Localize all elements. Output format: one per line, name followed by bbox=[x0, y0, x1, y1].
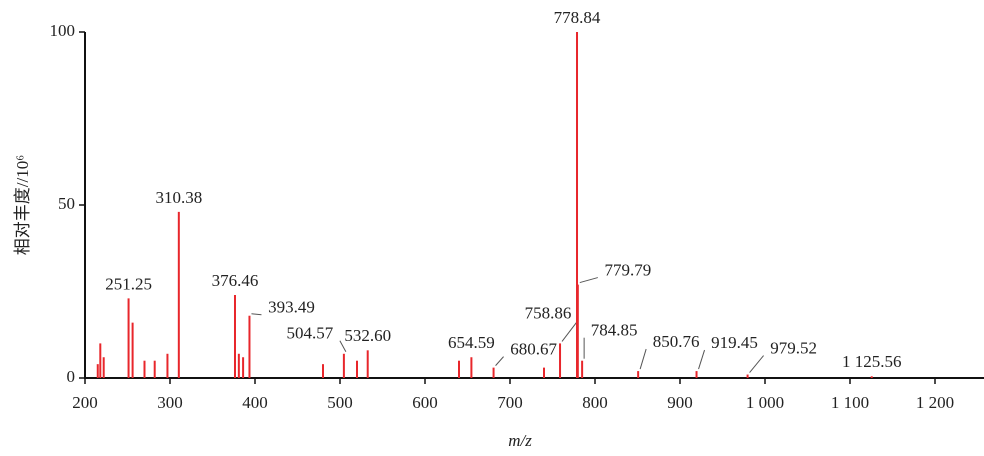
peak-label: 393.49 bbox=[268, 298, 315, 317]
y-tick-label: 100 bbox=[50, 21, 76, 40]
peak-label: 376.46 bbox=[212, 271, 259, 290]
peak-label: 251.25 bbox=[105, 274, 152, 293]
peak-label: 779.79 bbox=[604, 260, 651, 279]
leader-line bbox=[639, 348, 647, 370]
peak-label: 532.60 bbox=[344, 326, 391, 345]
leader-line bbox=[749, 355, 764, 373]
x-tick-label: 1 000 bbox=[746, 393, 784, 412]
peak-label: 919.45 bbox=[711, 333, 758, 352]
peak-label: 310.38 bbox=[155, 188, 202, 207]
x-tick-label: 900 bbox=[667, 393, 693, 412]
peak-label: 504.57 bbox=[287, 324, 334, 343]
x-tick-label: 200 bbox=[72, 393, 98, 412]
peak-label: 778.84 bbox=[554, 8, 601, 27]
peak-label: 758.86 bbox=[525, 303, 572, 322]
y-axis-label: 相对丰度//10⁶ bbox=[13, 155, 32, 255]
leader-line bbox=[251, 313, 262, 316]
leader-line bbox=[495, 356, 504, 366]
x-tick-label: 700 bbox=[497, 393, 523, 412]
peak-label: 680.67 bbox=[510, 340, 557, 359]
peak-label: 654.59 bbox=[448, 333, 495, 352]
peak-label: 979.52 bbox=[770, 338, 817, 357]
leader-line bbox=[698, 349, 706, 370]
leader-line bbox=[339, 340, 347, 353]
x-axis-label: m/z bbox=[508, 431, 532, 450]
x-tick-label: 1 200 bbox=[916, 393, 954, 412]
leader-line bbox=[561, 320, 579, 342]
x-tick-label: 500 bbox=[327, 393, 353, 412]
x-tick-label: 1 100 bbox=[831, 393, 869, 412]
y-tick-label: 50 bbox=[58, 194, 75, 213]
peak-label: 850.76 bbox=[653, 332, 700, 351]
y-tick-label: 0 bbox=[67, 367, 76, 386]
leader-line bbox=[579, 277, 598, 284]
x-tick-label: 600 bbox=[412, 393, 438, 412]
x-tick-label: 300 bbox=[157, 393, 183, 412]
x-tick-label: 800 bbox=[582, 393, 608, 412]
x-tick-label: 400 bbox=[242, 393, 268, 412]
peak-label: 784.85 bbox=[591, 321, 638, 340]
peak-label: 1 125.56 bbox=[842, 352, 902, 371]
